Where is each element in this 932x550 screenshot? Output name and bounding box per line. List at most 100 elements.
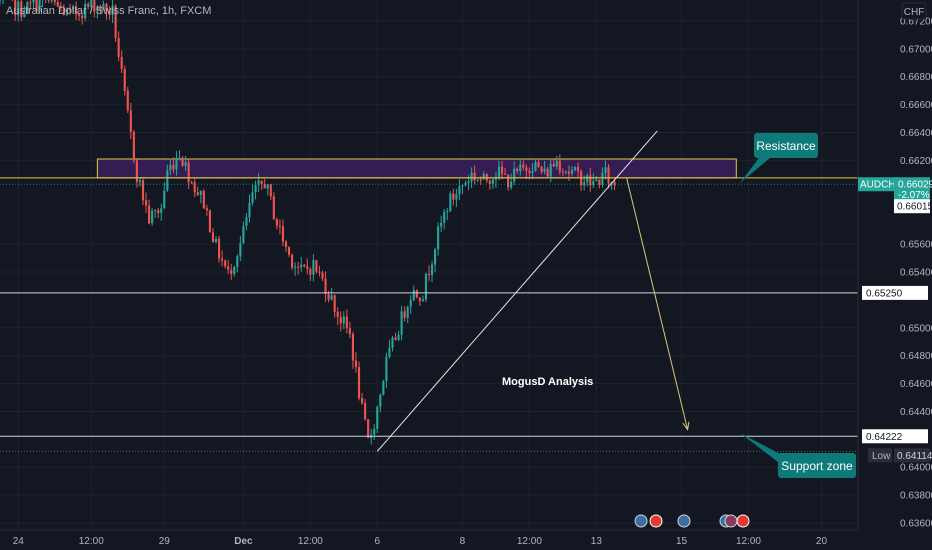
candle-body[interactable] (236, 256, 239, 267)
candle-body[interactable] (157, 210, 160, 214)
candle-body[interactable] (175, 158, 178, 170)
candle-body[interactable] (354, 360, 358, 368)
candle-body[interactable] (446, 210, 449, 212)
candle-body[interactable] (211, 232, 215, 243)
candle-body[interactable] (230, 269, 233, 275)
candle-body[interactable] (440, 222, 443, 227)
candle-body[interactable] (367, 419, 370, 438)
candle-body[interactable] (513, 168, 516, 182)
candle-body[interactable] (549, 163, 552, 177)
candle-body[interactable] (78, 14, 81, 16)
candle-body[interactable] (540, 166, 543, 172)
candle-body[interactable] (391, 337, 394, 348)
candle-body[interactable] (592, 181, 595, 186)
candle-body[interactable] (534, 162, 537, 172)
candle-body[interactable] (555, 160, 558, 167)
candle-body[interactable] (20, 1, 23, 18)
candle-body[interactable] (68, 8, 72, 10)
candle-body[interactable] (160, 208, 163, 214)
candle-body[interactable] (321, 272, 324, 279)
candle-body[interactable] (233, 266, 236, 275)
candle-body[interactable] (169, 164, 172, 171)
candle-body[interactable] (430, 264, 434, 276)
candle-body[interactable] (461, 185, 464, 187)
candle-body[interactable] (102, 3, 105, 11)
candle-body[interactable] (0, 0, 2, 1)
candle-body[interactable] (342, 316, 345, 324)
candle-body[interactable] (132, 131, 135, 161)
candle-body[interactable] (482, 173, 485, 180)
candle-body[interactable] (443, 211, 446, 223)
candle-body[interactable] (607, 167, 610, 184)
candle-body[interactable] (351, 333, 355, 361)
candle-body[interactable] (452, 193, 455, 200)
candle-body[interactable] (50, 0, 53, 1)
support-callout-box[interactable] (778, 453, 856, 478)
candle-body[interactable] (397, 334, 400, 340)
candle-body[interactable] (318, 271, 321, 273)
candle-body[interactable] (184, 162, 187, 167)
candle-body[interactable] (434, 249, 437, 265)
candle-body[interactable] (62, 8, 65, 15)
candle-body[interactable] (96, 6, 99, 12)
candle-body[interactable] (38, 0, 41, 12)
candle-body[interactable] (503, 173, 507, 175)
candle-body[interactable] (190, 182, 193, 184)
candle-body[interactable] (564, 171, 567, 173)
candle-body[interactable] (312, 260, 315, 275)
candle-body[interactable] (412, 290, 415, 301)
candle-body[interactable] (586, 175, 589, 183)
ascending-trendline[interactable] (376, 130, 658, 452)
candle-body[interactable] (120, 56, 123, 69)
candle-body[interactable] (163, 190, 166, 209)
candle-body[interactable] (254, 184, 257, 193)
candle-body[interactable] (379, 394, 382, 407)
candle-body[interactable] (339, 316, 342, 324)
candle-body[interactable] (458, 186, 461, 195)
candle-body[interactable] (522, 164, 525, 168)
candle-body[interactable] (598, 179, 601, 185)
candle-body[interactable] (93, 0, 96, 12)
candle-body[interactable] (148, 205, 151, 224)
candle-body[interactable] (528, 170, 531, 173)
candle-body[interactable] (108, 11, 111, 15)
candle-body[interactable] (437, 226, 440, 250)
candle-body[interactable] (129, 110, 132, 132)
candle-body[interactable] (479, 179, 482, 181)
candle-body[interactable] (589, 175, 592, 186)
candle-body[interactable] (193, 182, 196, 193)
candle-body[interactable] (345, 316, 348, 329)
candle-body[interactable] (583, 182, 586, 186)
candle-body[interactable] (424, 273, 428, 300)
candle-body[interactable] (409, 300, 412, 307)
candle-body[interactable] (385, 356, 388, 382)
candle-body[interactable] (199, 191, 202, 195)
candle-body[interactable] (601, 172, 604, 185)
candle-body[interactable] (427, 273, 431, 276)
candle-body[interactable] (525, 167, 528, 171)
candle-body[interactable] (561, 171, 564, 173)
candle-body[interactable] (227, 266, 230, 270)
candle-body[interactable] (278, 225, 281, 227)
candle-body[interactable] (546, 168, 549, 177)
candle-body[interactable] (455, 194, 458, 200)
symbol-tag[interactable] (858, 177, 898, 192)
candle-body[interactable] (577, 167, 580, 172)
candle-body[interactable] (205, 208, 208, 211)
candle-body[interactable] (403, 311, 406, 318)
candle-body[interactable] (224, 260, 227, 267)
candle-body[interactable] (415, 290, 418, 298)
candle-body[interactable] (406, 306, 409, 318)
candle-body[interactable] (26, 2, 29, 14)
candle-body[interactable] (17, 1, 20, 16)
candle-body[interactable] (491, 179, 494, 184)
candle-body[interactable] (172, 164, 175, 170)
candle-body[interactable] (558, 160, 561, 172)
currency-badge[interactable] (901, 2, 927, 20)
candle-body[interactable] (595, 179, 598, 182)
candle-body[interactable] (166, 170, 169, 191)
candle-body[interactable] (84, 3, 87, 19)
candle-body[interactable] (272, 196, 275, 220)
candle-body[interactable] (181, 157, 184, 167)
